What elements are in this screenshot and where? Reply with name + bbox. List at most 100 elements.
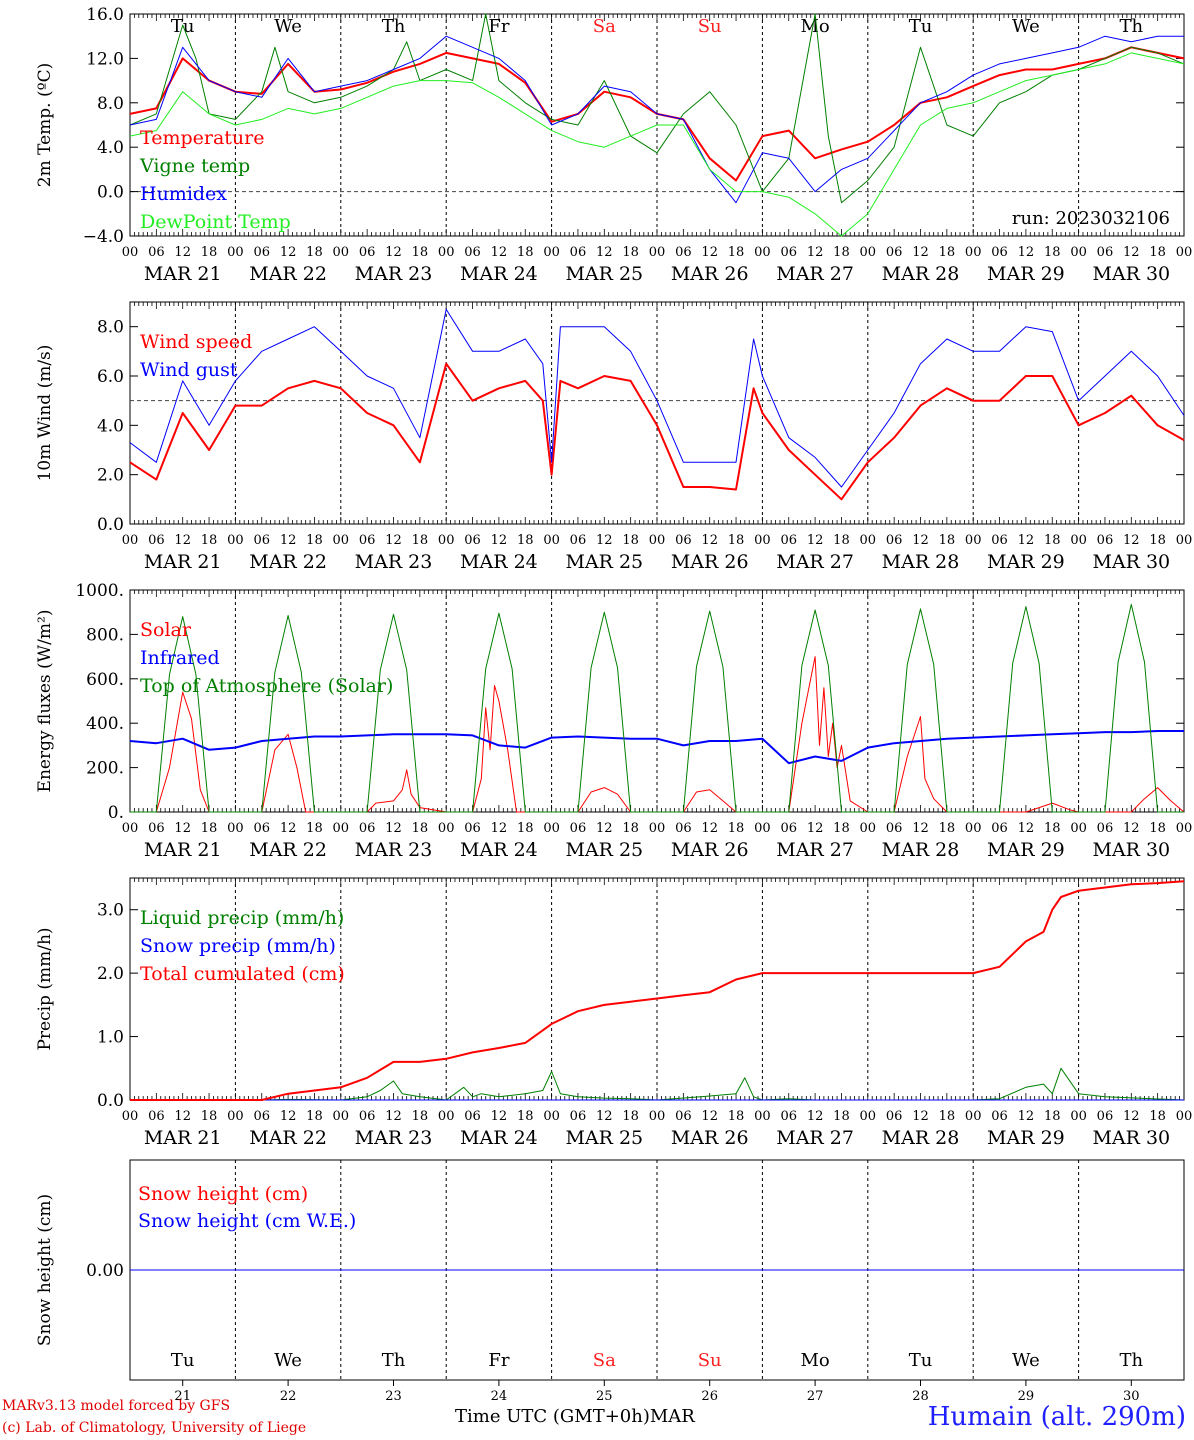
day-label: We [274,1350,302,1371]
legend-entry: Wind speed [140,331,252,353]
x-tick-label: 12 [174,821,191,836]
x-tick-label: 06 [148,1109,165,1124]
date-label: MAR 30 [1092,1127,1170,1149]
series-line [130,603,1184,813]
legend-entry: Solar [140,619,192,641]
date-label: MAR 27 [776,839,854,861]
x-tick-label: 12 [174,1109,191,1124]
x-tick-label: 06 [675,533,692,548]
x-tick-label: 06 [253,821,270,836]
x-tick-label: 06 [780,821,797,836]
x-tick-label: 06 [570,821,587,836]
date-label: MAR 28 [882,551,960,573]
x-tick-label: 06 [991,245,1008,260]
y-tick-label: −4.0 [83,227,124,247]
day-number-label: 27 [807,1389,824,1404]
series-line [129,730,1184,765]
x-tick-label: 00 [754,533,771,548]
x-tick-label: 18 [306,821,323,836]
x-tick-label: 00 [333,533,350,548]
x-tick-label: 00 [333,821,350,836]
station-name: Humain (alt. 290m) [927,1402,1186,1432]
day-label: Sa [593,16,616,37]
lab-credit: (c) Lab. of Climatology, University of L… [2,1420,307,1436]
y-tick-label: 2.0 [97,466,124,486]
x-tick-label: 12 [1018,821,1035,836]
x-tick-label: 12 [807,1109,824,1124]
date-label: MAR 30 [1092,551,1170,573]
x-tick-label: 18 [1149,821,1166,836]
x-tick-label: 12 [596,1109,613,1124]
date-label: MAR 24 [460,551,538,573]
date-label: MAR 28 [882,839,960,861]
x-tick-label: 18 [1044,533,1061,548]
x-tick-label: 18 [412,1109,429,1124]
x-tick-label: 12 [174,245,191,260]
x-tick-label: 18 [517,821,534,836]
x-tick-label: 00 [1176,245,1193,260]
x-tick-label: 06 [253,1109,270,1124]
x-tick-label: 00 [543,821,560,836]
y-tick-label: 200. [86,759,124,779]
date-label: MAR 22 [249,839,327,861]
day-label: Su [698,1350,722,1371]
x-tick-label: 18 [728,245,745,260]
x-tick-label: 18 [1149,1109,1166,1124]
x-tick-label: 00 [1070,821,1087,836]
x-tick-label: 12 [1123,821,1140,836]
x-tick-label: 18 [622,245,639,260]
x-tick-label: 06 [886,533,903,548]
date-label: MAR 21 [144,263,222,285]
x-tick-label: 12 [385,1109,402,1124]
day-label: Th [382,1350,406,1371]
y-tick-label: 8.0 [97,94,124,114]
day-label: Th [1119,16,1143,37]
legend-entry: Snow height (cm) [138,1183,308,1205]
x-tick-label: 00 [333,1109,350,1124]
date-label: MAR 26 [671,1127,749,1149]
x-tick-label: 18 [1044,245,1061,260]
x-tick-label: 06 [464,245,481,260]
x-tick-label: 00 [227,821,244,836]
day-label: Th [382,16,406,37]
date-label: MAR 29 [987,1127,1065,1149]
x-tick-label: 00 [438,533,455,548]
x-tick-label: 06 [253,245,270,260]
x-tick-label: 18 [622,533,639,548]
y-tick-label: 0.0 [97,183,124,203]
date-label: MAR 26 [671,839,749,861]
x-tick-label: 18 [939,533,956,548]
x-tick-label: 18 [517,245,534,260]
month-label: MAR [649,1406,695,1427]
x-tick-label: 12 [1123,533,1140,548]
x-tick-label: 18 [412,245,429,260]
x-tick-label: 12 [491,821,508,836]
x-axis-title: Time UTC (GMT+0h)MAR [455,1406,695,1427]
x-tick-label: 06 [359,245,376,260]
x-tick-label: 06 [253,533,270,548]
date-label: MAR 25 [565,263,643,285]
y-axis-label: Snow height (cm) [35,1194,55,1346]
legend-entry: Temperature [140,127,264,149]
y-tick-label: 16.0 [86,5,124,25]
x-tick-label: 00 [649,245,666,260]
date-label: MAR 22 [249,1127,327,1149]
x-tick-label: 00 [1070,245,1087,260]
date-label: MAR 28 [882,263,960,285]
x-tick-label: 12 [385,533,402,548]
x-tick-label: 18 [833,1109,850,1124]
day-number-label: 23 [385,1389,402,1404]
date-label: MAR 26 [671,551,749,573]
legend-entry: Infrared [140,647,220,669]
day-number-label: 26 [701,1389,718,1404]
y-axis-label: 2m Temp. (ºC) [35,63,55,188]
x-tick-label: 18 [306,1109,323,1124]
x-tick-label: 00 [649,1109,666,1124]
x-tick-label: 18 [833,245,850,260]
date-label: MAR 25 [565,551,643,573]
x-tick-label: 06 [1097,1109,1114,1124]
x-tick-label: 06 [464,1109,481,1124]
x-tick-label: 06 [570,533,587,548]
y-tick-label: 4.0 [97,416,124,436]
